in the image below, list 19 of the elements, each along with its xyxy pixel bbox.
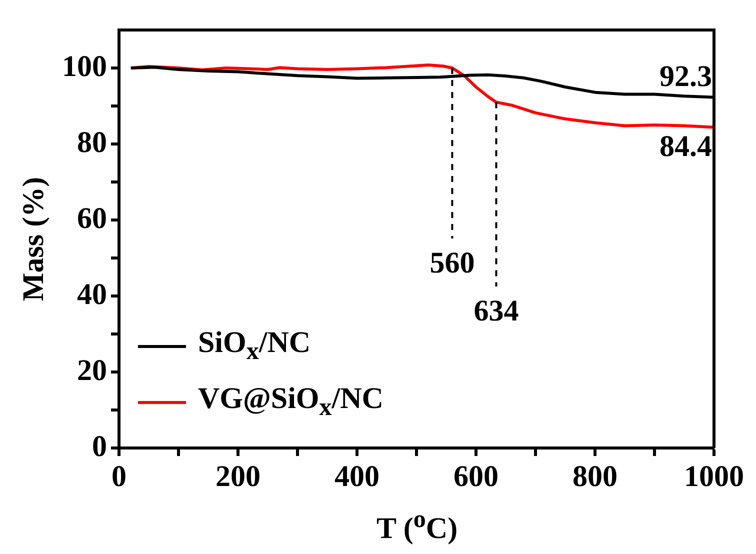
annotation: 84.4: [660, 130, 712, 164]
x-tick-label: 200: [216, 460, 260, 493]
x-tick-label: 400: [334, 460, 380, 493]
ref-line-label: 634: [474, 294, 519, 328]
legend-label: VG@SiO$_{x}$/NC: [198, 382, 384, 422]
legend-label: SiO$_{x}$/NC: [198, 326, 311, 366]
y-tick-label: 100: [62, 50, 107, 83]
ref-line-label: 560: [430, 246, 475, 280]
x-axis-title: T ($^{o}$C): [375, 505, 459, 546]
annotation: 92.3: [660, 60, 712, 94]
y-tick-label: 0: [92, 430, 107, 463]
x-tick-label: 800: [572, 460, 618, 493]
y-tick-label: 40: [77, 278, 107, 311]
y-axis-title: Mass (%): [17, 176, 51, 301]
y-tick-label: 80: [77, 126, 107, 159]
x-tick-label: 600: [454, 460, 498, 493]
x-tick-label: 1000: [684, 460, 744, 493]
y-tick-label: 20: [77, 354, 107, 387]
y-tick-label: 60: [77, 202, 107, 235]
